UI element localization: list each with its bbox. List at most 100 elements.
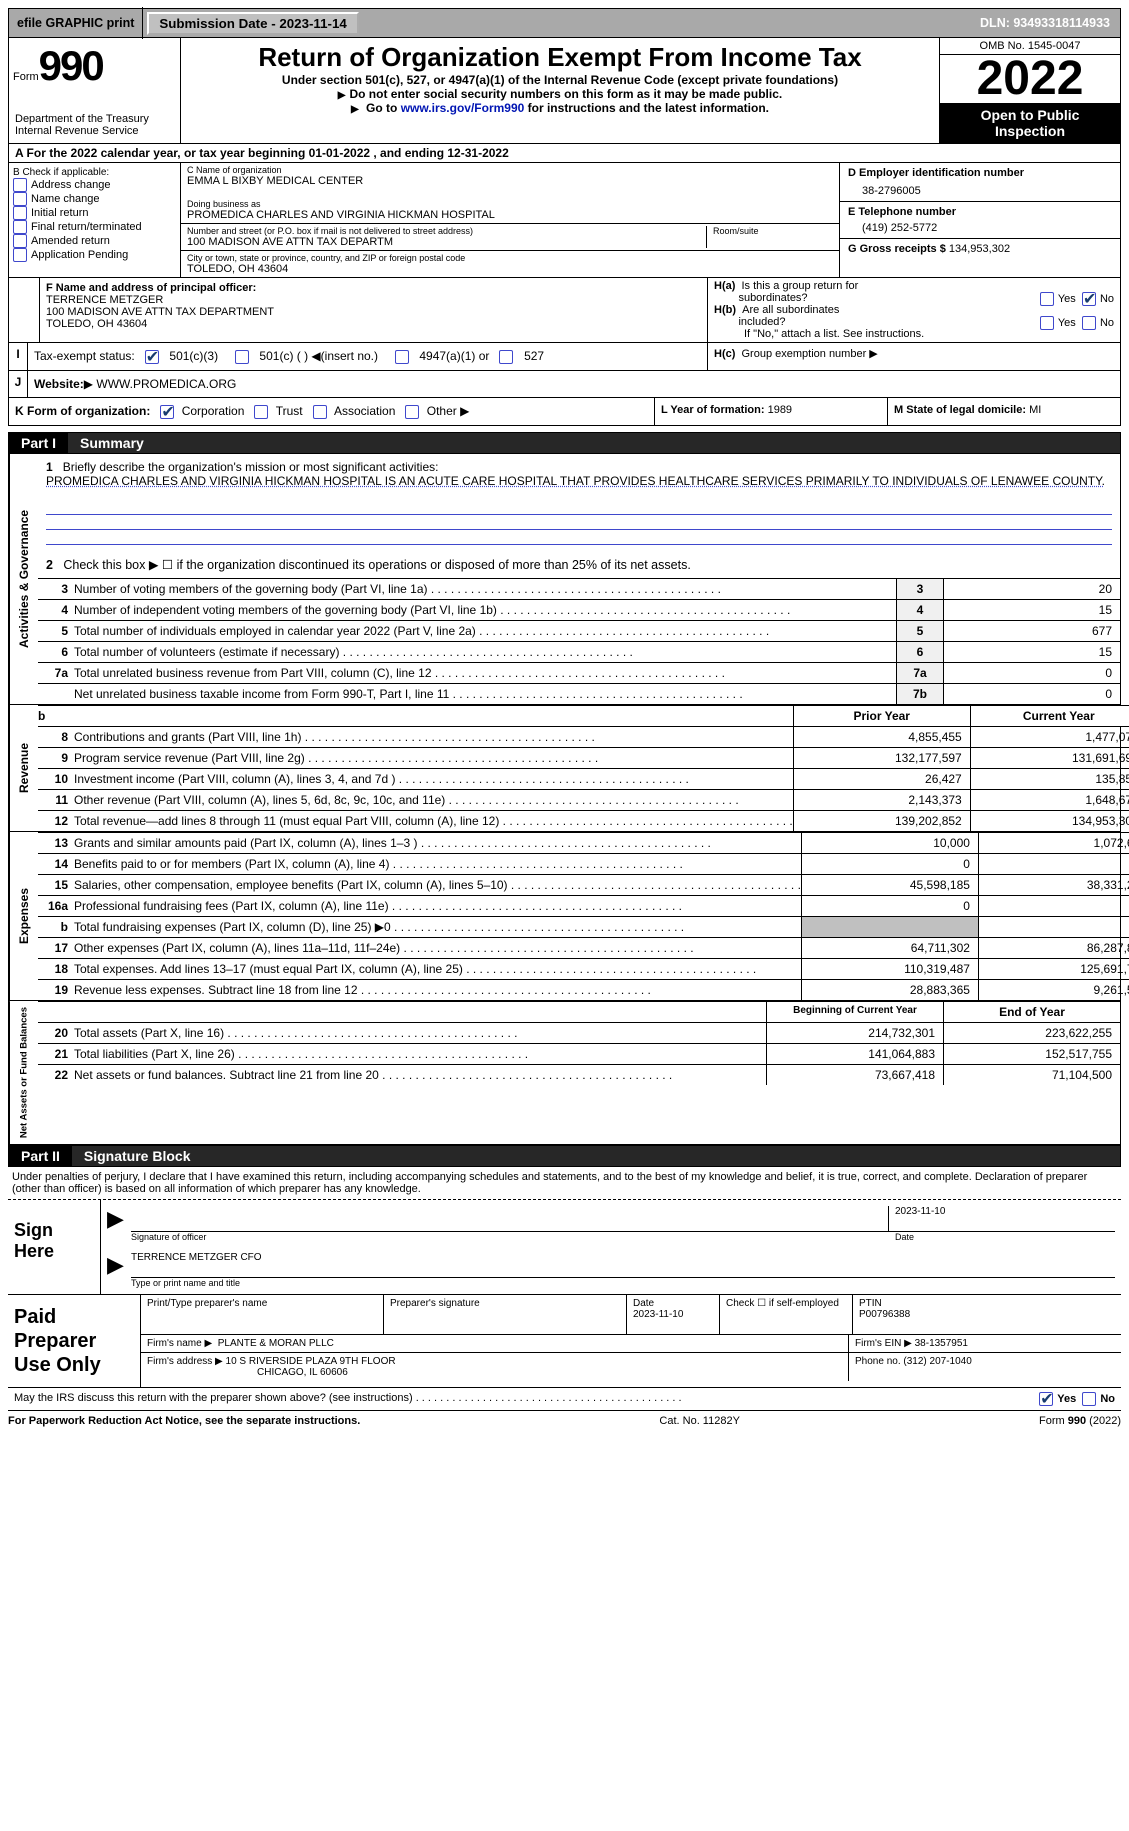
- summary-row: 5 Total number of individuals employed i…: [38, 620, 1120, 641]
- row-current-year: 1,072,641: [978, 833, 1129, 853]
- dba-name: PROMEDICA CHARLES AND VIRGINIA HICKMAN H…: [187, 209, 833, 221]
- tax-year: 2022: [940, 55, 1120, 103]
- address-change-checkbox[interactable]: [13, 178, 27, 192]
- hb-no-cb[interactable]: [1082, 316, 1096, 330]
- status-4947-cb[interactable]: [395, 350, 409, 364]
- row-desc: Total expenses. Add lines 13–17 (must eq…: [74, 959, 801, 979]
- row-prior-year: 0: [801, 854, 978, 874]
- submission-date-button[interactable]: Submission Date - 2023-11-14: [147, 12, 358, 35]
- discuss-no-cb[interactable]: [1082, 1392, 1096, 1406]
- prep-date-value: 2023-11-10: [633, 1309, 683, 1320]
- summary-row: Net unrelated business taxable income fr…: [38, 683, 1120, 704]
- form-header: Form990 Department of the Treasury Inter…: [8, 38, 1121, 144]
- status-501c3-cb[interactable]: [145, 350, 159, 364]
- hb-no: No: [1100, 317, 1114, 329]
- row-prior-year: 10,000: [801, 833, 978, 853]
- s2-txt: Check this box ▶ ☐ if the organization d…: [63, 558, 690, 572]
- row-desc: Total liabilities (Part X, line 26): [74, 1044, 766, 1064]
- prep-sig-label: Preparer's signature: [390, 1298, 620, 1309]
- dln-label: DLN: 93493318114933: [980, 16, 1120, 30]
- signature-intro: Under penalties of perjury, I declare th…: [8, 1167, 1121, 1200]
- row-current-year: 152,517,755: [943, 1044, 1120, 1064]
- k-corp-cb[interactable]: [160, 405, 174, 419]
- hb-yes-cb[interactable]: [1040, 316, 1054, 330]
- sub3-post: for instructions and the latest informat…: [524, 101, 769, 115]
- address-value: 100 MADISON AVE ATTN TAX DEPARTM: [187, 236, 700, 248]
- k-other-cb[interactable]: [405, 405, 419, 419]
- paid-preparer-block: Paid Preparer Use Only Print/Type prepar…: [8, 1295, 1121, 1388]
- website-value: WWW.PROMEDICA.ORG: [93, 377, 236, 391]
- form-title: Return of Organization Exempt From Incom…: [185, 42, 935, 73]
- row-num: 7a: [38, 663, 74, 683]
- hc-box: H(c) Group exemption number ▶: [707, 343, 1120, 370]
- row-desc: Program service revenue (Part VIII, line…: [74, 748, 793, 768]
- row-current-year: 0: [978, 854, 1129, 874]
- status-527-cb[interactable]: [499, 350, 513, 364]
- initial-return-checkbox[interactable]: [13, 206, 27, 220]
- s2-row: 2 Check this box ▶ ☐ if the organization…: [38, 551, 1120, 578]
- amended-return-checkbox[interactable]: [13, 234, 27, 248]
- form-number: 990: [39, 42, 103, 89]
- discuss-yes-cb[interactable]: [1039, 1392, 1053, 1406]
- org-form-row: K Form of organization: Corporation Trus…: [8, 397, 1121, 426]
- row-desc: Contributions and grants (Part VIII, lin…: [74, 727, 793, 747]
- summary-row: 20 Total assets (Part X, line 16) 214,73…: [38, 1022, 1120, 1043]
- gross-receipts-value: 134,953,302: [949, 243, 1010, 255]
- k-assoc-cb[interactable]: [313, 405, 327, 419]
- summary-row: 14 Benefits paid to or for members (Part…: [38, 853, 1129, 874]
- summary-row: 8 Contributions and grants (Part VIII, l…: [38, 726, 1129, 747]
- row-num: 4: [38, 600, 74, 620]
- row-num: 22: [38, 1065, 74, 1085]
- part2-title: Signature Block: [72, 1146, 1120, 1166]
- open-inspection-badge: Open to Public Inspection: [940, 103, 1120, 143]
- app-pending-checkbox[interactable]: [13, 248, 27, 262]
- name-change-checkbox[interactable]: [13, 192, 27, 206]
- row-prior-year: 214,732,301: [766, 1023, 943, 1043]
- org-name: EMMA L BIXBY MEDICAL CENTER: [187, 175, 833, 187]
- summary-row: 21 Total liabilities (Part X, line 26) 1…: [38, 1043, 1120, 1064]
- s2-num: 2: [46, 558, 53, 572]
- sign-here-label: Sign Here: [8, 1200, 100, 1294]
- irs-link[interactable]: www.irs.gov/Form990: [401, 101, 525, 115]
- row-current-year: 86,287,808: [978, 938, 1129, 958]
- net-header-row: Beginning of Current Year End of Year: [38, 1001, 1120, 1022]
- row-desc: Net unrelated business taxable income fr…: [74, 684, 896, 704]
- row-desc: Other revenue (Part VIII, column (A), li…: [74, 790, 793, 810]
- row-value: 0: [943, 663, 1120, 683]
- part2-header: Part II Signature Block: [8, 1145, 1121, 1167]
- form-id-box: Form990 Department of the Treasury Inter…: [9, 38, 181, 143]
- ha-yes: Yes: [1058, 293, 1076, 305]
- row-current-year: 131,691,698: [970, 748, 1129, 768]
- firm-phone-label: Phone no.: [855, 1356, 901, 1367]
- firm-name-label: Firm's name ▶: [147, 1338, 212, 1349]
- ha-yes-cb[interactable]: [1040, 292, 1054, 306]
- ha-no-cb[interactable]: [1082, 292, 1096, 306]
- row-value: 677: [943, 621, 1120, 641]
- officer-city: TOLEDO, OH 43604: [46, 318, 147, 330]
- row-desc: Number of independent voting members of …: [74, 600, 896, 620]
- row-desc: Benefits paid to or for members (Part IX…: [74, 854, 801, 874]
- prior-year-hdr: Prior Year: [793, 706, 970, 726]
- row-desc: Number of voting members of the governin…: [74, 579, 896, 599]
- row-prior-year: 4,855,455: [793, 727, 970, 747]
- row-prior-year: 26,427: [793, 769, 970, 789]
- row-num: 16a: [38, 896, 74, 916]
- l-value: 1989: [768, 404, 792, 416]
- k-trust-cb[interactable]: [254, 405, 268, 419]
- summary-row: 3 Number of voting members of the govern…: [38, 578, 1120, 599]
- status-501c-cb[interactable]: [235, 350, 249, 364]
- vtab-governance: Activities & Governance: [9, 454, 38, 704]
- final-return-checkbox[interactable]: [13, 220, 27, 234]
- row-current-year: 1,648,670: [970, 790, 1129, 810]
- summary-row: 12 Total revenue—add lines 8 through 11 …: [38, 810, 1129, 831]
- row-value: 15: [943, 642, 1120, 662]
- footnote: For Paperwork Reduction Act Notice, see …: [8, 1411, 1121, 1427]
- row-prior-year: 0: [801, 896, 978, 916]
- row-prior-year: 73,667,418: [766, 1065, 943, 1085]
- row-current-year: 223,622,255: [943, 1023, 1120, 1043]
- amended-return-label: Amended return: [31, 235, 110, 247]
- prep-name-label: Print/Type preparer's name: [147, 1298, 377, 1309]
- sign-here-block: Sign Here ▶ 2023-11-10 Signature of offi…: [8, 1200, 1121, 1295]
- expense-block: Expenses 13 Grants and similar amounts p…: [8, 832, 1121, 1001]
- summary-row: 19 Revenue less expenses. Subtract line …: [38, 979, 1129, 1000]
